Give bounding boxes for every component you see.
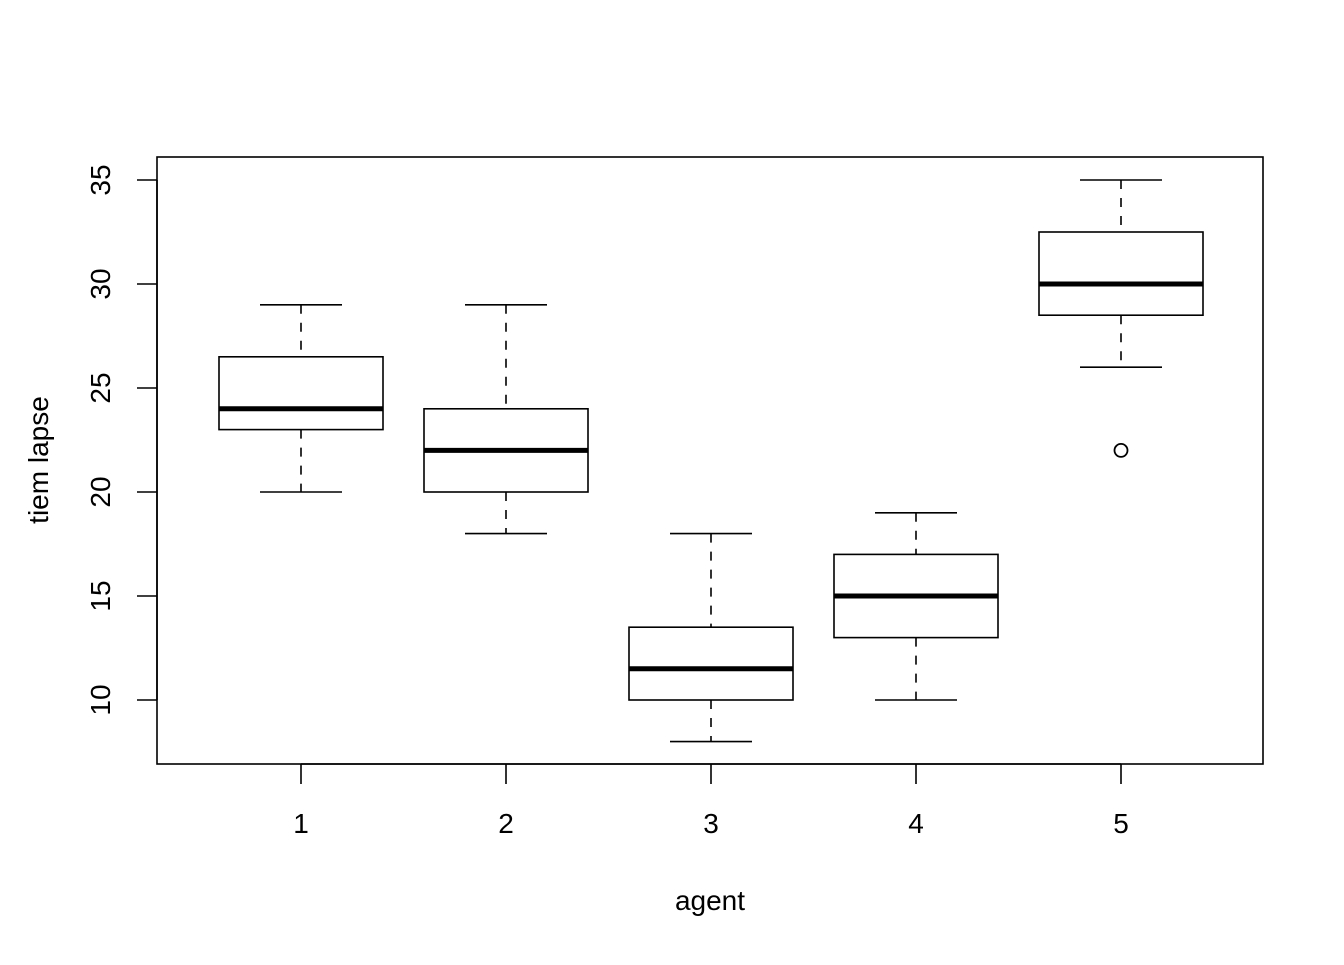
box-iqr <box>1038 231 1204 316</box>
outlier-point <box>1113 442 1129 458</box>
boxes-group <box>218 179 1204 743</box>
box-5 <box>1038 179 1204 458</box>
box-4 <box>833 511 999 701</box>
box-iqr <box>628 626 794 701</box>
x-axis: 1 2 3 4 5 <box>293 763 1129 839</box>
x-tick-label: 1 <box>293 808 309 839</box>
y-tick-label: 30 <box>85 268 116 299</box>
x-tick-label: 4 <box>908 808 924 839</box>
y-tick-label: 10 <box>85 684 116 715</box>
y-axis: 10 15 20 25 30 35 <box>85 164 158 716</box>
y-tick-label: 35 <box>85 164 116 195</box>
box-3 <box>628 532 794 743</box>
x-tick-label: 2 <box>498 808 514 839</box>
y-tick-label: 20 <box>85 476 116 507</box>
box-2 <box>423 303 589 535</box>
x-axis-label: agent <box>675 885 745 916</box>
x-tick-label: 5 <box>1113 808 1129 839</box>
y-tick-label: 15 <box>85 580 116 611</box>
y-tick-label: 25 <box>85 372 116 403</box>
box-iqr <box>218 355 384 431</box>
box-1 <box>218 303 384 493</box>
y-axis-label: tiem lapse <box>23 396 54 524</box>
x-tick-label: 3 <box>703 808 719 839</box>
